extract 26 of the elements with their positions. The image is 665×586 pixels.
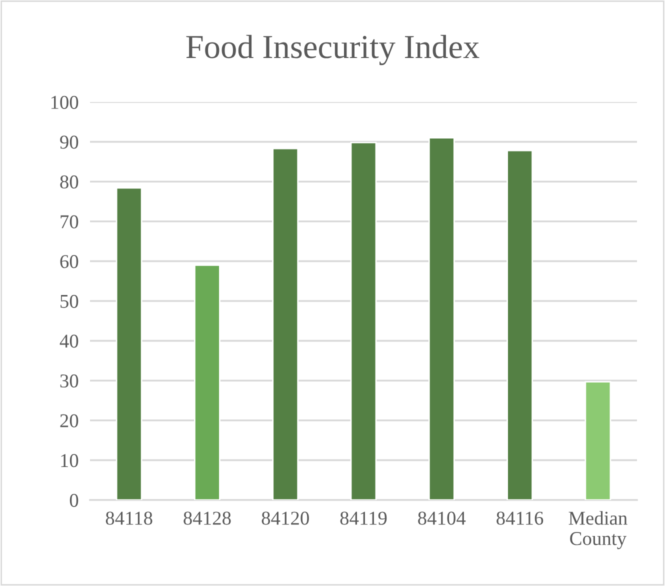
- y-tick-label: 90: [60, 136, 78, 149]
- y-tick-label: 0: [70, 494, 78, 507]
- chart-title: Food Insecurity Index: [186, 34, 480, 66]
- bar: [428, 137, 455, 500]
- bar: [584, 381, 612, 500]
- y-tick-label: 80: [60, 175, 78, 189]
- bar: [350, 142, 377, 500]
- x-tick-label: 84116: [496, 512, 544, 525]
- bar: [272, 148, 299, 500]
- y-tick-label: 70: [60, 215, 78, 228]
- x-tick-label: 84118: [106, 512, 152, 525]
- bar: [194, 264, 220, 500]
- y-tick-label: 20: [60, 414, 78, 428]
- y-tick-label: 40: [60, 334, 78, 348]
- bar: [116, 187, 142, 500]
- y-tick-label: 30: [60, 374, 78, 388]
- x-tick-label: Median County: [568, 511, 628, 550]
- x-tick-label: 84104: [418, 512, 466, 525]
- x-tick-label: 84119: [340, 512, 387, 525]
- x-tick-label: 84128: [184, 512, 231, 525]
- y-tick-label: 50: [60, 294, 78, 308]
- bar: [506, 150, 533, 500]
- y-tick-label: 100: [51, 96, 78, 109]
- y-tick-label: 60: [60, 255, 78, 268]
- x-tick-label: 84120: [262, 512, 309, 525]
- y-tick-label: 10: [61, 454, 78, 468]
